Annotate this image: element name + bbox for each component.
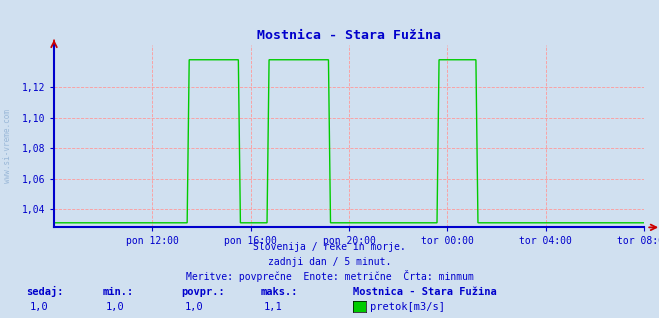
Text: Meritve: povprečne  Enote: metrične  Črta: minmum: Meritve: povprečne Enote: metrične Črta:… [186,270,473,281]
Text: sedaj:: sedaj: [26,286,64,297]
Text: Slovenija / reke in morje.: Slovenija / reke in morje. [253,242,406,252]
Text: 1,1: 1,1 [264,302,282,312]
Text: maks.:: maks.: [260,287,298,297]
Text: min.:: min.: [102,287,133,297]
Text: povpr.:: povpr.: [181,287,225,297]
Title: Mostnica - Stara Fužina: Mostnica - Stara Fužina [257,29,441,42]
Text: www.si-vreme.com: www.si-vreme.com [3,109,13,183]
Text: 1,0: 1,0 [185,302,203,312]
Text: zadnji dan / 5 minut.: zadnji dan / 5 minut. [268,257,391,266]
Text: 1,0: 1,0 [105,302,124,312]
Text: Mostnica - Stara Fužina: Mostnica - Stara Fužina [353,287,496,297]
Text: pretok[m3/s]: pretok[m3/s] [370,302,445,312]
Text: 1,0: 1,0 [30,302,48,312]
